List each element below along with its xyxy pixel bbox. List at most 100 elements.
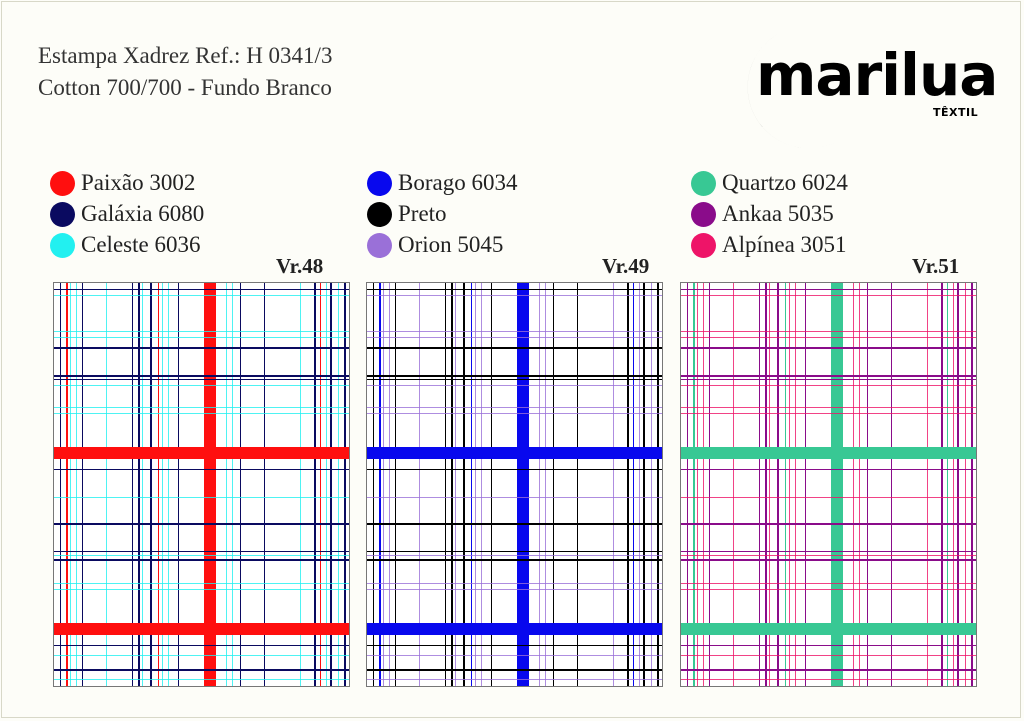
legend-item: Preto [367, 201, 667, 232]
plaid-vertical-stripe [481, 283, 482, 686]
plaid-horizontal-stripe [367, 375, 662, 377]
plaid-vertical-stripe [158, 283, 159, 686]
plaid-horizontal-stripe [367, 523, 662, 525]
plaid-vertical-stripe [76, 283, 77, 686]
plaid-vertical-stripe [60, 283, 61, 686]
legend-item: Borago 6034 [367, 170, 667, 201]
color-swatch [691, 233, 716, 258]
plaid-vertical-stripe [545, 283, 546, 686]
plaid-horizontal-stripe [54, 413, 349, 414]
plaid-vertical-stripe [471, 283, 472, 686]
plaid-horizontal-stripe [681, 347, 976, 349]
plaid-vertical-stripe [777, 283, 779, 686]
plaid-horizontal-stripe [54, 407, 349, 408]
plaid-horizontal-stripe [681, 551, 976, 552]
color-name: Quartzo 6024 [722, 170, 848, 195]
plaid-vertical-stripe [455, 283, 456, 686]
plaid-vertical-stripe [785, 283, 786, 686]
color-swatch [367, 171, 392, 196]
plaid-vertical-stripe [613, 283, 614, 686]
plaid-vertical-stripe [539, 283, 540, 686]
plaid-horizontal-stripe [367, 655, 662, 656]
plaid-horizontal-stripe [367, 551, 662, 552]
plaid-vertical-stripe [338, 283, 339, 686]
color-name: Ankaa 5035 [722, 201, 834, 226]
plaid-vertical-stripe [517, 283, 529, 686]
plaid-horizontal-stripe [367, 289, 662, 290]
color-swatch [50, 202, 75, 227]
plaid-horizontal-stripe [54, 385, 349, 386]
plaid-horizontal-stripe [54, 497, 349, 498]
plaid-horizontal-stripe [367, 645, 662, 646]
plaid-vertical-stripe [132, 283, 133, 686]
plaid-horizontal-stripe [54, 295, 349, 296]
plaid-horizontal-stripe [54, 469, 349, 470]
plaid-horizontal-stripe [367, 331, 662, 332]
plaid-horizontal-stripe [54, 583, 349, 584]
color-name: Preto [398, 201, 447, 226]
color-swatch [691, 171, 716, 196]
plaid-horizontal-stripe [54, 337, 349, 338]
plaid-vertical-stripe [389, 283, 390, 686]
plaid-horizontal-stripe [367, 447, 662, 459]
plaid-vertical-stripe [320, 283, 321, 686]
plaid-vertical-stripe [106, 283, 107, 686]
plaid-vertical-stripe [344, 283, 346, 686]
color-swatch [50, 233, 75, 258]
plaid-horizontal-stripe [681, 379, 976, 380]
plaid-vertical-stripe [138, 283, 140, 686]
plaid-vertical-stripe [643, 283, 645, 686]
legend-item: Alpínea 3051 [691, 232, 991, 263]
plaid-vertical-stripe [627, 283, 629, 686]
color-name: Paixão 3002 [81, 170, 196, 195]
plaid-horizontal-stripe [681, 655, 976, 656]
plaid-vertical-stripe [314, 283, 316, 686]
plaid-vertical-stripe [383, 283, 384, 686]
plaid-vertical-stripe [232, 283, 233, 686]
legend-group-3: Quartzo 6024 Ankaa 5035 Alpínea 3051 [691, 170, 991, 263]
plaid-vertical-stripe [693, 283, 695, 686]
plaid-vertical-stripe [419, 283, 420, 686]
plaid-vertical-stripe [330, 283, 332, 686]
plaid-horizontal-stripe [681, 375, 976, 377]
plaid-horizontal-stripe [681, 385, 976, 386]
plaid-horizontal-stripe [681, 407, 976, 408]
plaid-horizontal-stripe [681, 413, 976, 414]
plaid-vertical-stripe [264, 283, 265, 686]
legend-group-1: Paixão 3002 Galáxia 6080 Celeste 6036 [50, 170, 350, 263]
legend-item: Paixão 3002 [50, 170, 350, 201]
plaid-vertical-stripe [445, 283, 446, 686]
color-name: Celeste 6036 [81, 232, 201, 257]
plaid-vertical-stripe [168, 283, 169, 686]
variant-label: Vr.49 [602, 254, 650, 278]
plaid-horizontal-stripe [54, 623, 349, 635]
plaid-vertical-stripe [947, 283, 948, 686]
plaid-horizontal-stripe [681, 469, 976, 470]
plaid-swatch-vr49 [366, 282, 663, 687]
plaid-swatch-vr48 [53, 282, 350, 687]
plaid-horizontal-stripe [367, 295, 662, 296]
plaid-vertical-stripe [491, 283, 492, 686]
color-swatch [367, 202, 392, 227]
plaid-vertical-stripe [867, 283, 868, 686]
plaid-vertical-stripe [657, 283, 659, 686]
plaid-vertical-stripe [687, 283, 688, 686]
color-swatch [691, 202, 716, 227]
plaid-vertical-stripe [150, 283, 152, 686]
plaid-vertical-stripe [795, 283, 796, 686]
color-name: Galáxia 6080 [81, 201, 205, 226]
plaid-swatch-vr51 [680, 282, 977, 687]
plaid-horizontal-stripe [367, 583, 662, 584]
plaid-horizontal-stripe [367, 559, 662, 561]
plaid-horizontal-stripe [54, 669, 349, 671]
title-reference: Estampa Xadrez Ref.: H 0341/3 [38, 43, 333, 68]
variant-label: Vr.51 [912, 254, 960, 278]
plaid-horizontal-stripe [54, 347, 349, 349]
plaid-horizontal-stripe [681, 583, 976, 584]
plaid-horizontal-stripe [367, 379, 662, 380]
plaid-vertical-stripe [853, 283, 854, 686]
plaid-vertical-stripe [831, 283, 843, 686]
plaid-horizontal-stripe [681, 337, 976, 338]
color-name: Borago 6034 [398, 170, 518, 195]
